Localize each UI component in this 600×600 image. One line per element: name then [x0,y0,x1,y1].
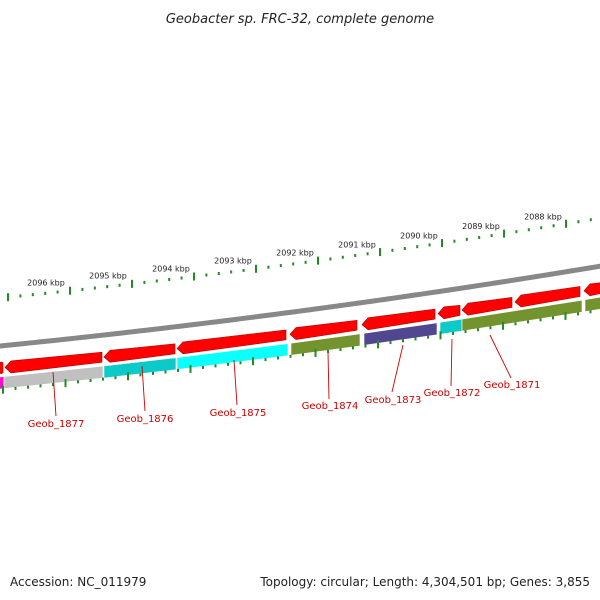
scale-label: 2096 kbp [27,278,65,287]
cds-arrow [103,343,176,363]
cog-bar [363,322,438,346]
cog-bar [290,333,361,356]
cds-track [0,282,600,375]
map-title: Geobacter sp. FRC-32, complete genome [166,12,434,27]
cds-arrow [4,351,103,374]
cog-bar [176,343,289,370]
gene-leader-line [327,351,330,400]
cog-bar [103,357,177,379]
cds-arrow [176,329,287,355]
gene-label: Geob_1874 [302,401,359,412]
cog-bar [439,318,463,335]
cds-arrow [0,361,4,375]
gene-callouts: Geob_1877 Geob_1876 Geob_1875 Geob_1874 Geob… [28,334,541,430]
cds-arrow [289,319,358,340]
genome-backbone [0,263,600,349]
cds-arrow [437,305,461,320]
gene-leader-line [233,359,238,406]
cds-arrow [514,286,581,308]
gene-leader-line [141,365,146,412]
gene-label: Geob_1876 [117,414,174,425]
inner-tick-track [2,310,592,394]
scale-label: 2090 kbp [400,231,438,240]
gene-label: Geob_1871 [484,380,541,391]
cog-bar [461,299,583,332]
gene-leader-line [489,334,512,379]
cds-arrow [583,282,600,297]
gene-label: Geob_1877 [28,419,85,430]
gene-leader-line [450,338,453,387]
gene-label: Geob_1872 [424,388,481,399]
kbp-scale-labels: 2096 kbp 2095 kbp 2094 kbp 2093 kbp 2092 kbp… [27,213,562,288]
gene-label: Geob_1873 [365,395,422,406]
cog-bar [584,296,600,313]
gene-leader-line [52,371,57,417]
topology-label: Topology: circular; Length: 4,304,501 bp… [259,575,590,589]
scale-label: 2091 kbp [338,240,376,249]
scale-label: 2094 kbp [152,264,190,273]
scale-label: 2092 kbp [276,249,314,258]
accession-label: Accession: NC_011979 [10,575,146,589]
gene-leader-line [391,344,404,393]
scale-label: 2088 kbp [524,213,562,222]
cds-arrow [361,308,436,331]
outer-tick-track [7,218,592,302]
scale-label: 2095 kbp [89,272,127,281]
scale-label: 2089 kbp [462,222,500,231]
scale-label: 2093 kbp [214,257,252,266]
gene-label: Geob_1875 [210,408,267,419]
cds-arrow [461,297,513,316]
